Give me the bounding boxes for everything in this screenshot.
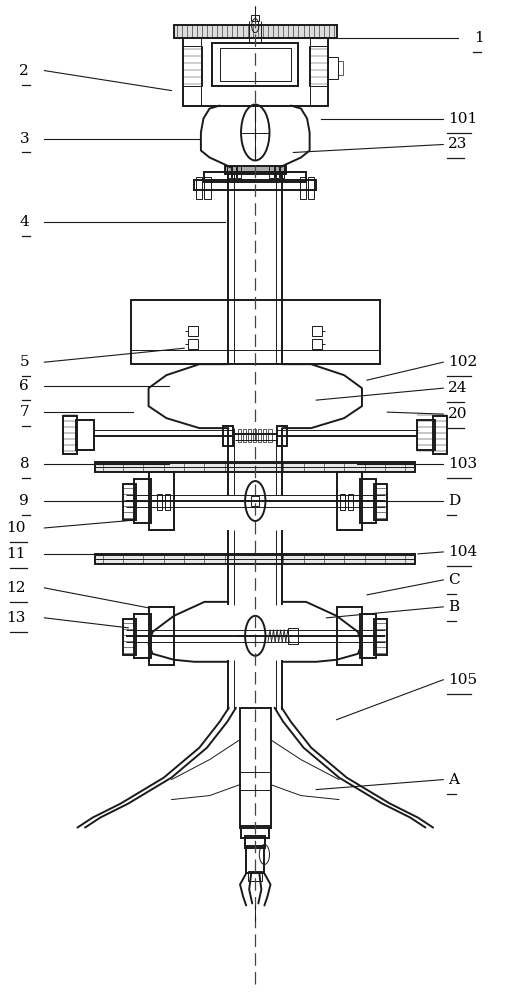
Bar bbox=[212, 43, 298, 86]
Bar bbox=[279, 166, 283, 178]
Bar bbox=[182, 38, 327, 106]
Bar bbox=[359, 479, 376, 523]
Bar bbox=[246, 846, 264, 873]
Bar bbox=[274, 166, 278, 178]
Text: 20: 20 bbox=[447, 407, 467, 421]
Bar bbox=[245, 836, 265, 848]
Bar bbox=[288, 628, 298, 644]
Bar bbox=[237, 166, 241, 178]
Bar bbox=[204, 172, 305, 182]
Text: 104: 104 bbox=[447, 545, 476, 559]
Bar bbox=[238, 429, 241, 442]
Bar bbox=[253, 429, 256, 442]
Bar bbox=[258, 429, 261, 442]
Bar bbox=[251, 496, 259, 506]
Bar bbox=[76, 420, 94, 450]
Bar bbox=[359, 614, 376, 658]
Bar bbox=[134, 614, 150, 658]
Bar bbox=[95, 554, 414, 564]
Bar bbox=[432, 416, 446, 454]
Bar bbox=[374, 484, 387, 520]
Bar bbox=[348, 494, 353, 510]
Bar bbox=[134, 479, 150, 523]
Bar bbox=[224, 166, 285, 174]
Text: 5: 5 bbox=[19, 355, 29, 369]
Bar bbox=[269, 166, 273, 178]
Bar bbox=[312, 326, 322, 336]
Bar bbox=[174, 25, 336, 38]
Bar bbox=[251, 15, 259, 21]
Bar bbox=[240, 708, 270, 828]
Bar bbox=[276, 426, 287, 446]
Text: 3: 3 bbox=[19, 132, 29, 146]
Bar bbox=[243, 429, 246, 442]
Text: 24: 24 bbox=[447, 381, 467, 395]
Bar bbox=[130, 300, 379, 364]
Bar bbox=[188, 326, 198, 336]
Bar bbox=[337, 61, 343, 75]
Text: 9: 9 bbox=[19, 494, 29, 508]
Bar bbox=[123, 619, 136, 655]
Bar bbox=[299, 177, 305, 199]
Bar bbox=[123, 484, 136, 520]
Bar bbox=[248, 871, 262, 881]
Text: 6: 6 bbox=[19, 379, 29, 393]
Bar bbox=[148, 607, 174, 665]
Text: 11: 11 bbox=[6, 547, 25, 561]
Bar bbox=[219, 48, 290, 81]
Bar bbox=[263, 429, 266, 442]
Bar bbox=[157, 494, 162, 510]
Text: 12: 12 bbox=[6, 581, 25, 595]
Bar bbox=[416, 420, 434, 450]
Bar bbox=[223, 426, 233, 446]
Bar bbox=[336, 607, 361, 665]
Bar bbox=[268, 429, 271, 442]
Text: D: D bbox=[447, 494, 460, 508]
Bar bbox=[374, 619, 387, 655]
Bar bbox=[165, 494, 170, 510]
Bar bbox=[194, 180, 316, 190]
Bar bbox=[63, 416, 77, 454]
Text: 105: 105 bbox=[447, 673, 476, 687]
Bar bbox=[227, 166, 231, 178]
Bar bbox=[312, 339, 322, 349]
Text: 10: 10 bbox=[6, 521, 25, 535]
Bar bbox=[336, 472, 361, 530]
Text: 103: 103 bbox=[447, 457, 476, 471]
Bar bbox=[307, 177, 314, 199]
Bar bbox=[248, 429, 251, 442]
Bar bbox=[204, 177, 210, 199]
Bar bbox=[188, 339, 198, 349]
Text: 13: 13 bbox=[6, 611, 25, 625]
Text: 102: 102 bbox=[447, 355, 476, 369]
Bar bbox=[308, 46, 327, 86]
Text: 23: 23 bbox=[447, 137, 467, 151]
Text: 8: 8 bbox=[19, 457, 29, 471]
Bar bbox=[232, 166, 236, 178]
Bar bbox=[148, 472, 174, 530]
Text: 7: 7 bbox=[19, 405, 29, 419]
Bar bbox=[340, 494, 345, 510]
Bar bbox=[182, 46, 202, 86]
Bar bbox=[327, 57, 337, 79]
Bar bbox=[95, 462, 414, 472]
Bar bbox=[196, 177, 202, 199]
Text: 101: 101 bbox=[447, 112, 476, 126]
Text: 2: 2 bbox=[19, 64, 29, 78]
Text: 4: 4 bbox=[19, 215, 29, 229]
Text: B: B bbox=[447, 600, 459, 614]
Text: C: C bbox=[447, 573, 459, 587]
Bar bbox=[241, 826, 269, 838]
Text: 1: 1 bbox=[473, 31, 483, 45]
Text: A: A bbox=[447, 773, 459, 787]
